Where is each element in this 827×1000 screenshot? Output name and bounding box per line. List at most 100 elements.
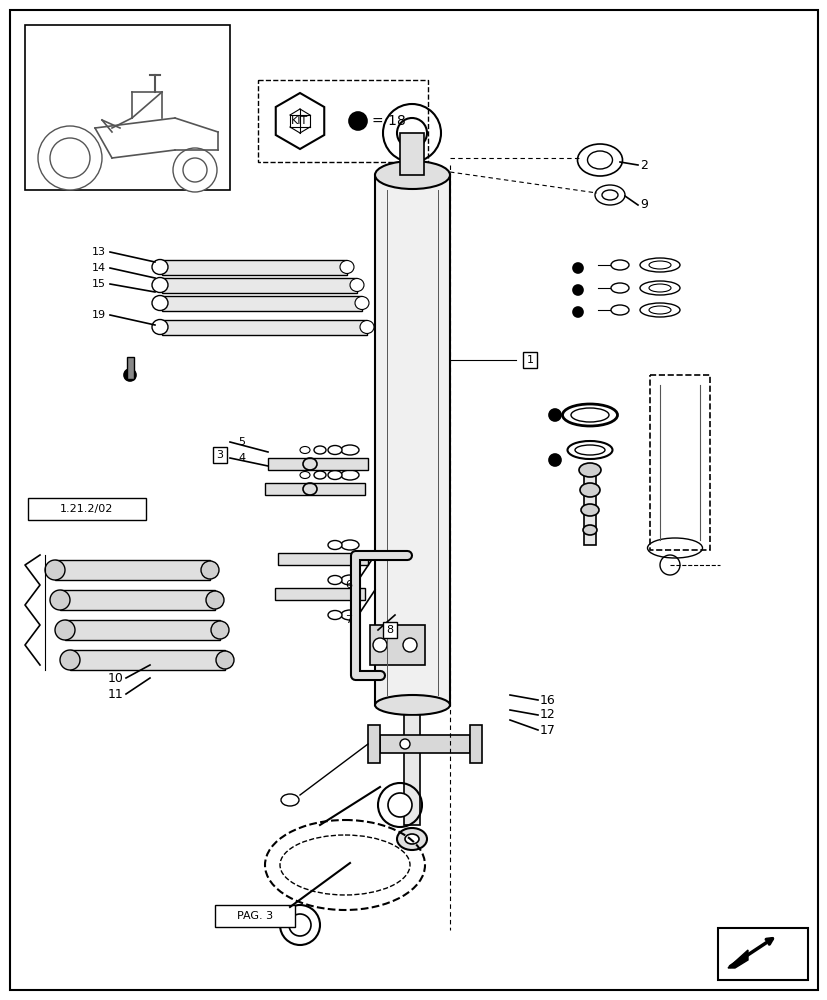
Ellipse shape bbox=[55, 620, 75, 640]
Text: 8: 8 bbox=[386, 625, 393, 635]
Ellipse shape bbox=[216, 651, 234, 669]
Text: 17: 17 bbox=[539, 724, 555, 736]
Circle shape bbox=[124, 369, 136, 381]
Ellipse shape bbox=[396, 118, 427, 148]
Ellipse shape bbox=[350, 278, 364, 292]
Ellipse shape bbox=[601, 190, 617, 200]
Text: 1: 1 bbox=[526, 355, 533, 365]
Circle shape bbox=[572, 307, 582, 317]
Text: PAG. 3: PAG. 3 bbox=[237, 911, 273, 921]
Ellipse shape bbox=[327, 471, 342, 480]
Ellipse shape bbox=[152, 296, 168, 310]
Circle shape bbox=[403, 638, 417, 652]
Bar bbox=[367, 725, 380, 763]
Text: 16: 16 bbox=[539, 694, 555, 706]
Bar bbox=[162, 296, 361, 311]
Text: 6: 6 bbox=[345, 580, 351, 590]
Ellipse shape bbox=[360, 320, 374, 334]
Ellipse shape bbox=[341, 610, 359, 620]
Bar bbox=[470, 725, 481, 763]
Bar bbox=[258, 80, 428, 162]
Ellipse shape bbox=[50, 590, 70, 610]
Bar bbox=[380, 735, 470, 753]
Bar bbox=[162, 260, 347, 275]
Bar bbox=[278, 553, 367, 565]
Ellipse shape bbox=[327, 610, 342, 619]
Bar bbox=[375, 175, 449, 705]
Circle shape bbox=[548, 409, 561, 421]
Circle shape bbox=[348, 112, 366, 130]
Ellipse shape bbox=[327, 576, 342, 584]
Ellipse shape bbox=[327, 540, 342, 550]
Bar bbox=[70, 650, 225, 670]
Circle shape bbox=[173, 148, 217, 192]
Bar bbox=[399, 133, 423, 175]
Circle shape bbox=[572, 285, 582, 295]
Text: 1.21.2/02: 1.21.2/02 bbox=[60, 504, 113, 514]
Text: 13: 13 bbox=[92, 247, 106, 257]
Ellipse shape bbox=[299, 446, 309, 454]
Circle shape bbox=[38, 126, 102, 190]
Bar bbox=[65, 620, 220, 640]
Text: 4: 4 bbox=[237, 453, 245, 463]
Ellipse shape bbox=[341, 470, 359, 480]
Ellipse shape bbox=[581, 504, 598, 516]
Polygon shape bbox=[727, 950, 747, 968]
Circle shape bbox=[548, 454, 561, 466]
Ellipse shape bbox=[648, 306, 670, 314]
Ellipse shape bbox=[152, 277, 168, 292]
Bar bbox=[127, 357, 134, 379]
Ellipse shape bbox=[355, 296, 369, 310]
Circle shape bbox=[572, 263, 582, 273]
Bar bbox=[28, 498, 146, 520]
Text: 5: 5 bbox=[237, 437, 245, 447]
Ellipse shape bbox=[341, 540, 359, 550]
Ellipse shape bbox=[152, 320, 168, 334]
Bar bbox=[649, 375, 709, 550]
Ellipse shape bbox=[375, 695, 449, 715]
Text: 10: 10 bbox=[108, 672, 124, 684]
Bar bbox=[25, 25, 230, 190]
Bar bbox=[717, 928, 807, 980]
Ellipse shape bbox=[574, 445, 605, 455]
Ellipse shape bbox=[396, 828, 427, 850]
Bar bbox=[265, 483, 365, 495]
Text: 12: 12 bbox=[539, 708, 555, 722]
Text: 3: 3 bbox=[216, 450, 223, 460]
Bar bbox=[583, 465, 595, 545]
Circle shape bbox=[399, 739, 409, 749]
Ellipse shape bbox=[648, 284, 670, 292]
Circle shape bbox=[183, 158, 207, 182]
Text: 14: 14 bbox=[92, 263, 106, 273]
Ellipse shape bbox=[313, 446, 326, 454]
Text: 19: 19 bbox=[92, 310, 106, 320]
Ellipse shape bbox=[388, 793, 412, 817]
Bar bbox=[370, 625, 424, 665]
Bar bbox=[215, 905, 294, 927]
Ellipse shape bbox=[648, 261, 670, 269]
Bar bbox=[275, 588, 365, 600]
Ellipse shape bbox=[289, 914, 311, 936]
Ellipse shape bbox=[299, 472, 309, 479]
Text: 11: 11 bbox=[108, 688, 123, 700]
Ellipse shape bbox=[201, 561, 218, 579]
Bar bbox=[268, 458, 367, 470]
Text: KIT: KIT bbox=[291, 116, 308, 126]
Ellipse shape bbox=[340, 260, 354, 273]
Ellipse shape bbox=[404, 834, 418, 844]
Text: = 18: = 18 bbox=[371, 114, 405, 128]
Ellipse shape bbox=[582, 525, 596, 535]
Ellipse shape bbox=[579, 483, 600, 497]
Bar bbox=[162, 320, 366, 335]
Text: 9: 9 bbox=[639, 198, 647, 212]
Ellipse shape bbox=[341, 575, 359, 585]
Ellipse shape bbox=[375, 161, 449, 189]
Circle shape bbox=[50, 138, 90, 178]
Ellipse shape bbox=[571, 408, 609, 422]
Ellipse shape bbox=[211, 621, 229, 639]
Ellipse shape bbox=[578, 463, 600, 477]
Circle shape bbox=[372, 638, 386, 652]
Ellipse shape bbox=[313, 471, 326, 479]
Ellipse shape bbox=[341, 445, 359, 455]
Bar bbox=[60, 590, 215, 610]
